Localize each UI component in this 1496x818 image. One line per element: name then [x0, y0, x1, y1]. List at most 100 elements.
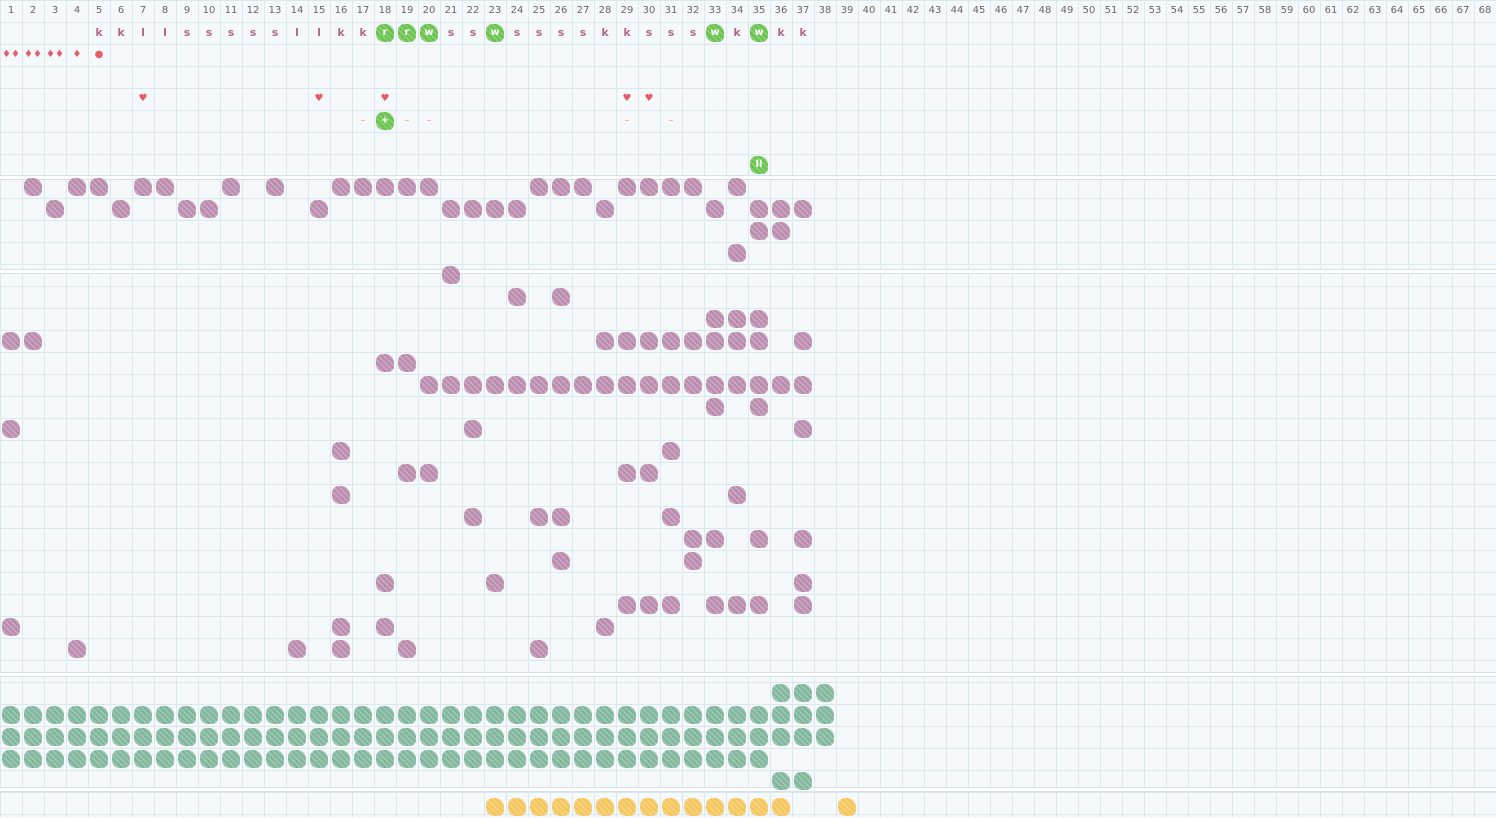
- teal-block-cell[interactable]: [44, 704, 66, 726]
- green-marker-cell[interactable]: r: [374, 22, 396, 44]
- green-marker-cell[interactable]: ll: [748, 154, 770, 176]
- purple-block-cell[interactable]: [154, 176, 176, 198]
- teal-block-cell[interactable]: [132, 726, 154, 748]
- teal-block-cell[interactable]: [396, 704, 418, 726]
- purple-block-cell[interactable]: [462, 506, 484, 528]
- purple-block-cell[interactable]: [462, 374, 484, 396]
- teal-block-cell[interactable]: [154, 704, 176, 726]
- teal-block-cell[interactable]: [594, 704, 616, 726]
- green-marker-cell[interactable]: r: [396, 22, 418, 44]
- teal-block-cell[interactable]: [792, 770, 814, 792]
- purple-block-cell[interactable]: [704, 374, 726, 396]
- purple-block-cell[interactable]: [110, 198, 132, 220]
- purple-block-cell[interactable]: [616, 176, 638, 198]
- green-marker-cell[interactable]: w: [704, 22, 726, 44]
- orange-block-cell[interactable]: [726, 796, 748, 818]
- teal-block-cell[interactable]: [0, 748, 22, 770]
- orange-block-cell[interactable]: [638, 796, 660, 818]
- purple-block-cell[interactable]: [550, 286, 572, 308]
- teal-block-cell[interactable]: [0, 704, 22, 726]
- letter-cell[interactable]: k: [792, 22, 814, 44]
- teal-block-cell[interactable]: [286, 726, 308, 748]
- heart-marker-cell[interactable]: ♥: [132, 88, 154, 110]
- purple-block-cell[interactable]: [198, 198, 220, 220]
- teal-block-cell[interactable]: [88, 726, 110, 748]
- letter-cell[interactable]: k: [616, 22, 638, 44]
- teal-block-cell[interactable]: [814, 682, 836, 704]
- letter-cell[interactable]: s: [572, 22, 594, 44]
- teal-block-cell[interactable]: [66, 748, 88, 770]
- orange-block-cell[interactable]: [594, 796, 616, 818]
- purple-block-cell[interactable]: [374, 616, 396, 638]
- purple-block-cell[interactable]: [440, 264, 462, 286]
- teal-block-cell[interactable]: [374, 748, 396, 770]
- orange-block-cell[interactable]: [704, 796, 726, 818]
- teal-block-cell[interactable]: [638, 726, 660, 748]
- purple-block-cell[interactable]: [88, 176, 110, 198]
- purple-block-cell[interactable]: [748, 396, 770, 418]
- purple-block-cell[interactable]: [616, 462, 638, 484]
- teal-block-cell[interactable]: [528, 704, 550, 726]
- purple-block-cell[interactable]: [792, 198, 814, 220]
- teal-block-cell[interactable]: [616, 704, 638, 726]
- letter-cell[interactable]: l: [286, 22, 308, 44]
- purple-block-cell[interactable]: [726, 374, 748, 396]
- purple-block-cell[interactable]: [594, 330, 616, 352]
- heart-marker-cell[interactable]: ♥: [616, 88, 638, 110]
- green-marker-cell[interactable]: +: [374, 110, 396, 132]
- orange-block-cell[interactable]: [616, 796, 638, 818]
- purple-block-cell[interactable]: [704, 330, 726, 352]
- purple-block-cell[interactable]: [616, 330, 638, 352]
- purple-block-cell[interactable]: [682, 528, 704, 550]
- orange-block-cell[interactable]: [836, 796, 858, 818]
- purple-block-cell[interactable]: [440, 374, 462, 396]
- heart-marker-cell[interactable]: ♥: [638, 88, 660, 110]
- purple-block-cell[interactable]: [132, 176, 154, 198]
- purple-block-cell[interactable]: [22, 330, 44, 352]
- teal-block-cell[interactable]: [242, 748, 264, 770]
- purple-block-cell[interactable]: [682, 374, 704, 396]
- purple-block-cell[interactable]: [748, 374, 770, 396]
- teal-block-cell[interactable]: [198, 726, 220, 748]
- teal-block-cell[interactable]: [242, 726, 264, 748]
- teal-block-cell[interactable]: [638, 748, 660, 770]
- teal-block-cell[interactable]: [176, 704, 198, 726]
- purple-block-cell[interactable]: [308, 198, 330, 220]
- purple-block-cell[interactable]: [594, 374, 616, 396]
- teal-block-cell[interactable]: [814, 704, 836, 726]
- teal-block-cell[interactable]: [594, 726, 616, 748]
- teal-block-cell[interactable]: [726, 748, 748, 770]
- purple-block-cell[interactable]: [462, 418, 484, 440]
- purple-block-cell[interactable]: [792, 528, 814, 550]
- purple-block-cell[interactable]: [550, 506, 572, 528]
- letter-cell[interactable]: k: [110, 22, 132, 44]
- purple-block-cell[interactable]: [528, 638, 550, 660]
- teal-block-cell[interactable]: [264, 704, 286, 726]
- teal-block-cell[interactable]: [110, 726, 132, 748]
- teal-block-cell[interactable]: [506, 704, 528, 726]
- purple-block-cell[interactable]: [748, 528, 770, 550]
- teal-block-cell[interactable]: [792, 726, 814, 748]
- teal-block-cell[interactable]: [66, 726, 88, 748]
- teal-block-cell[interactable]: [396, 748, 418, 770]
- purple-block-cell[interactable]: [22, 176, 44, 198]
- teal-block-cell[interactable]: [66, 704, 88, 726]
- purple-block-cell[interactable]: [550, 176, 572, 198]
- purple-block-cell[interactable]: [484, 572, 506, 594]
- purple-block-cell[interactable]: [440, 198, 462, 220]
- letter-cell[interactable]: s: [638, 22, 660, 44]
- dash-marker-cell[interactable]: –: [396, 110, 418, 132]
- teal-block-cell[interactable]: [770, 704, 792, 726]
- orange-block-cell[interactable]: [506, 796, 528, 818]
- teal-block-cell[interactable]: [572, 726, 594, 748]
- purple-block-cell[interactable]: [704, 198, 726, 220]
- teal-block-cell[interactable]: [550, 726, 572, 748]
- purple-block-cell[interactable]: [638, 374, 660, 396]
- teal-block-cell[interactable]: [748, 748, 770, 770]
- orange-block-cell[interactable]: [484, 796, 506, 818]
- teal-block-cell[interactable]: [660, 748, 682, 770]
- teal-block-cell[interactable]: [286, 704, 308, 726]
- teal-block-cell[interactable]: [220, 726, 242, 748]
- purple-block-cell[interactable]: [682, 330, 704, 352]
- teal-block-cell[interactable]: [726, 704, 748, 726]
